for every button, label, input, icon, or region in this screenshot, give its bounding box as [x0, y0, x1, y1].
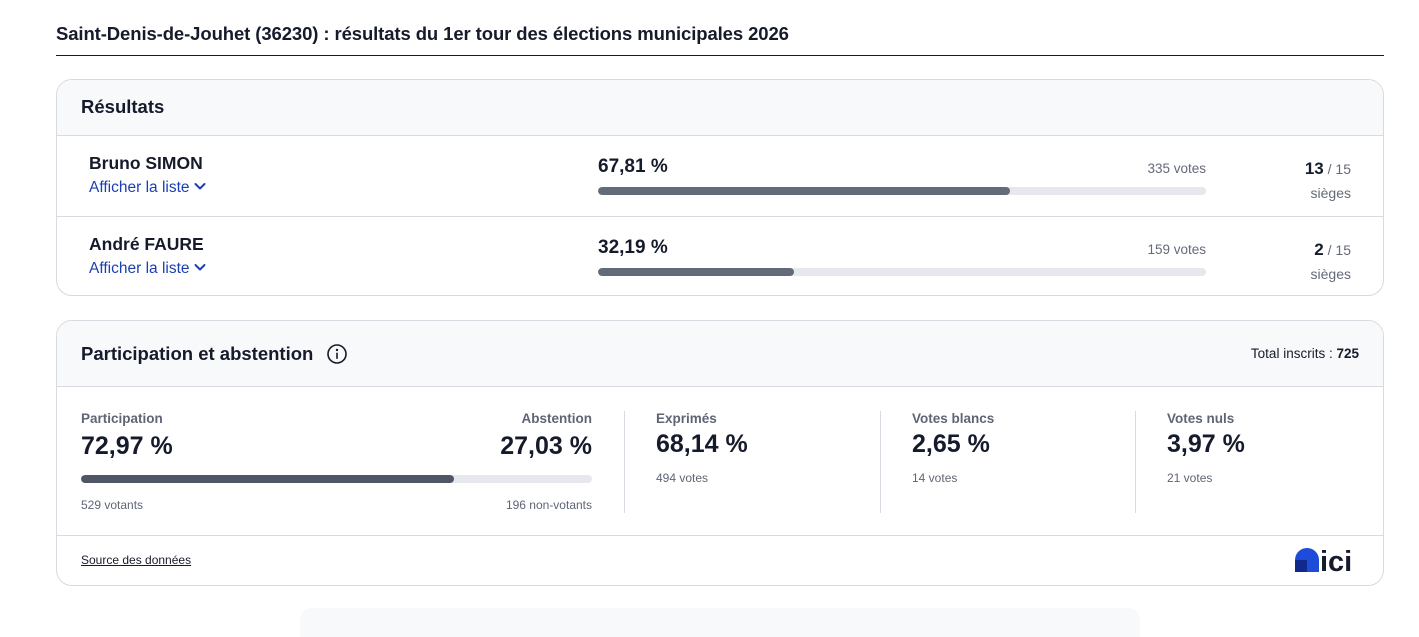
next-section-card [300, 608, 1140, 637]
participation-card: Participation et abstention Total inscri… [56, 320, 1384, 586]
stat-expressed: Exprimés 68,14 % 494 votes [624, 411, 748, 513]
voters-count: 529 votants [81, 498, 144, 512]
stat-value: 68,14 % [656, 430, 748, 458]
show-list-link[interactable]: Afficher la liste [89, 260, 206, 278]
candidate-votes: 159 votes [1147, 242, 1206, 257]
card-footer: Source des données ici [57, 535, 1383, 585]
candidate-row: André FAURE Afficher la liste 32,19 % 15… [57, 216, 1383, 295]
seats-count: 13 [1304, 159, 1324, 178]
stat-null-votes: Votes nuls 3,97 % 21 votes [1135, 411, 1245, 513]
participation-value: 72,97 % [81, 432, 173, 460]
stat-label: Exprimés [656, 411, 717, 426]
data-source-link[interactable]: Source des données [81, 553, 192, 567]
participation-block: Participation Abstention 72,97 % 27,03 %… [81, 411, 592, 515]
results-title: Résultats [81, 96, 165, 117]
stat-sub: 494 votes [656, 471, 709, 485]
stat-blank-votes: Votes blancs 2,65 % 14 votes [880, 411, 994, 513]
seats-total: / 15 [1327, 242, 1351, 258]
candidate-bar-fill [598, 268, 794, 276]
candidate-seats: 13 / 15 sièges [1305, 157, 1351, 205]
candidate-seats: 2 / 15 sièges [1311, 238, 1351, 286]
show-list-link[interactable]: Afficher la liste [89, 179, 206, 197]
abstention-label: Abstention [521, 411, 593, 426]
page-title: Saint-Denis-de-Jouhet (36230) : résultat… [56, 22, 1384, 56]
show-list-label: Afficher la liste [89, 179, 190, 196]
candidate-bar [598, 268, 1206, 276]
stat-value: 3,97 % [1167, 430, 1245, 458]
info-icon[interactable] [326, 343, 348, 365]
candidate-name: Bruno SIMON [89, 153, 203, 173]
seats-total: / 15 [1327, 161, 1351, 177]
chevron-down-icon [194, 183, 206, 190]
total-value: 725 [1336, 346, 1359, 361]
ici-logo[interactable]: ici [1295, 546, 1357, 574]
show-list-label: Afficher la liste [89, 260, 190, 277]
candidate-row: Bruno SIMON Afficher la liste 67,81 % 33… [57, 136, 1383, 216]
total-registered: Total inscrits : 725 [1251, 346, 1359, 361]
candidate-percent: 67,81 % [598, 156, 668, 177]
stat-label: Votes nuls [1167, 411, 1235, 426]
stat-sub: 14 votes [912, 471, 958, 485]
candidate-bar [598, 187, 1206, 195]
results-card: Résultats Bruno SIMON Afficher la liste … [56, 79, 1384, 296]
stat-value: 2,65 % [912, 430, 990, 458]
candidate-votes: 335 votes [1147, 161, 1206, 176]
seats-count: 2 [1314, 240, 1324, 259]
participation-bar [81, 475, 592, 483]
results-header: Résultats [57, 80, 1383, 136]
participation-title: Participation et abstention [81, 343, 314, 364]
logo-text: ici [1320, 546, 1352, 574]
seats-label: sièges [1310, 185, 1351, 201]
stat-label: Votes blancs [912, 411, 995, 426]
participation-label: Participation [81, 411, 163, 426]
candidate-name: André FAURE [89, 234, 204, 254]
candidate-percent: 32,19 % [598, 237, 668, 258]
participation-header: Participation et abstention Total inscri… [57, 321, 1383, 387]
chevron-down-icon [194, 264, 206, 271]
participation-bar-fill [81, 475, 454, 483]
abstention-value: 27,03 % [500, 432, 592, 460]
candidate-bar-fill [598, 187, 1011, 195]
non-voters-count: 196 non-votants [505, 498, 592, 512]
stat-sub: 21 votes [1167, 471, 1213, 485]
total-label: Total inscrits : [1250, 346, 1333, 361]
seats-label: sièges [1310, 266, 1351, 282]
